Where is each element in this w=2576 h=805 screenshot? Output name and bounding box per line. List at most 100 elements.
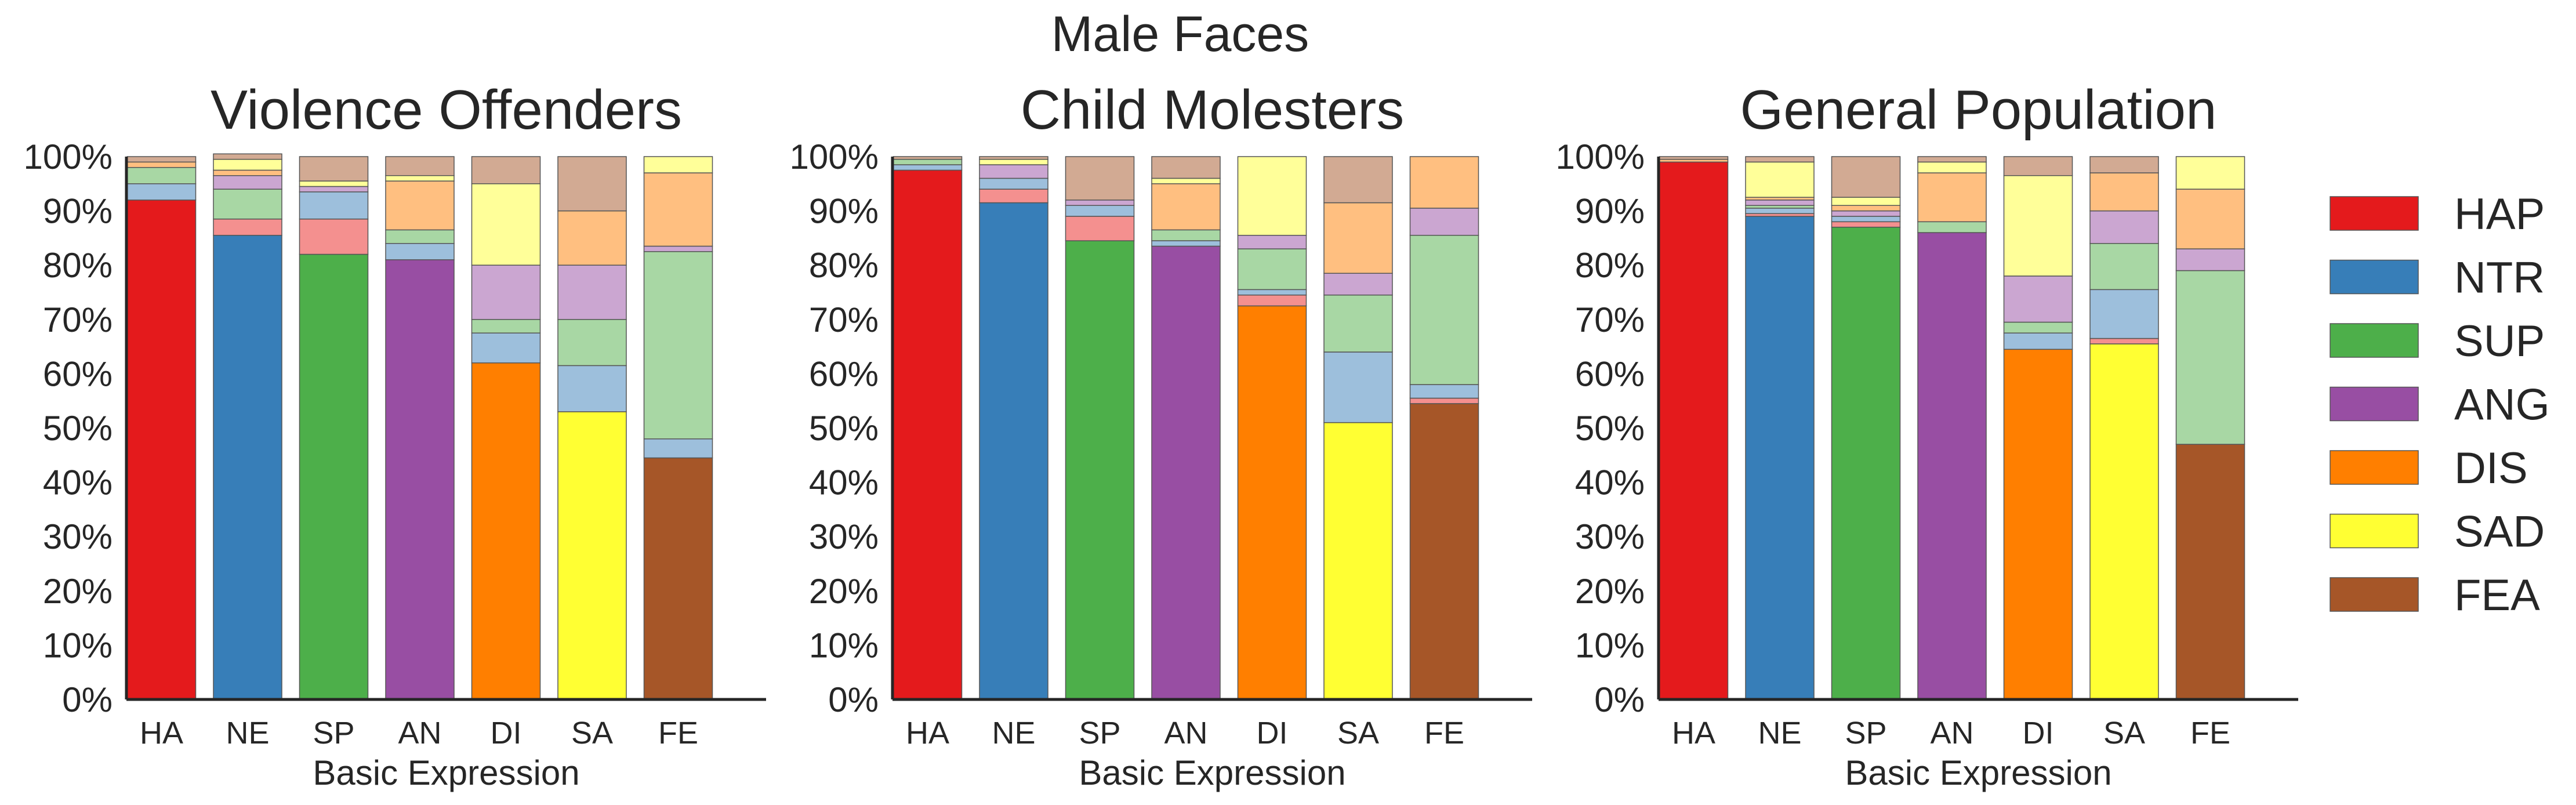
bar-ne-sad-light [213, 158, 282, 171]
bar-an-dis-light [1917, 172, 1987, 223]
bar-di-ntr-light [471, 332, 541, 364]
bar-fe-fea [2175, 444, 2245, 700]
y-tick-label: 70% [1575, 300, 1645, 339]
y-tick-label: 60% [43, 354, 113, 393]
bar-fe-sad-light [2175, 156, 2245, 190]
bar-di-sup-light [1237, 248, 1307, 291]
bar-ne-ntr-light [979, 177, 1048, 190]
bar-di-ang-light [471, 264, 541, 320]
bar-sa-ang-light [557, 264, 627, 320]
y-tick-label: 50% [43, 409, 113, 448]
x-tick-label: SP [313, 716, 354, 750]
bar-an-ang [1917, 232, 1987, 700]
y-tick-label: 80% [1575, 246, 1645, 285]
bar-sa-ntr-light [2089, 289, 2159, 339]
bar-di-sad-light [2003, 175, 2073, 277]
y-tick-label: 40% [43, 463, 113, 502]
bar-ne-sup-light [213, 188, 282, 220]
bar-sp-sad-light [1831, 197, 1901, 206]
x-tick-label: AN [1164, 716, 1207, 750]
y-tick-label: 70% [43, 300, 113, 339]
bar-an-dis-light [1151, 183, 1221, 231]
y-tick-label: 50% [809, 409, 879, 448]
legend-label: FEA [2454, 571, 2540, 620]
y-tick-label: 0% [1594, 680, 1645, 719]
bar-sa-sad [2089, 343, 2159, 700]
bar-ha-ntr-light [126, 183, 197, 201]
bar-ne-fea-light [213, 153, 282, 160]
legend-swatch [2330, 513, 2419, 549]
bar-fe-sup-light [2175, 270, 2245, 445]
legend-item-ntr: NTR [2330, 253, 2545, 303]
y-tick-label: 10% [43, 626, 113, 665]
legend-item-sad: SAD [2330, 507, 2545, 557]
bar-di-dis [2003, 349, 2073, 700]
y-tick-label: 100% [790, 137, 879, 176]
bar-sp-sad-light [299, 180, 369, 187]
x-tick-label: SA [571, 716, 613, 750]
bar-di-sup-light [2003, 321, 2073, 333]
bar-sp-ang-light [1065, 200, 1135, 206]
bar-sp-sup [299, 253, 369, 700]
bar-sa-sup-light [557, 319, 627, 367]
bar-sa-sad [1323, 422, 1393, 700]
panel-violence-offenders: Violence Offenders HA NE SP AN DI SA FE 0% 10% 20%… [24, 79, 766, 792]
bar-sa-fea-light [557, 156, 627, 212]
bar-ha-hap [1659, 161, 1729, 700]
y-tick-label: 30% [809, 517, 879, 556]
y-tick-label: 40% [1575, 463, 1645, 502]
bar-an-sup-light [1151, 229, 1221, 241]
bar-fe-dis-light [643, 172, 713, 247]
y-tick-label: 60% [809, 354, 879, 393]
bar-ha-dis-light [126, 161, 197, 168]
x-tick-label: SA [1337, 716, 1379, 750]
bar-sp-fea-light [1831, 156, 1901, 198]
legend-label: HAP [2454, 190, 2545, 239]
bar-fe-sup-light [643, 251, 713, 440]
panel-title: Violence Offenders [211, 79, 682, 141]
x-tick-label: NE [1758, 716, 1801, 750]
panel-child-molesters: Child Molesters HA NE SP AN DI SA FE 0% 10% 20% 30%… [790, 79, 1532, 792]
bar-ha-hap [126, 200, 197, 700]
legend-item-ang: ANG [2330, 380, 2550, 430]
bar-an-ang [1151, 245, 1221, 700]
y-tick-label: 30% [43, 517, 113, 556]
bar-an-sad-light [385, 175, 455, 182]
x-tick-label: AN [1930, 716, 1973, 750]
y-tick-label: 80% [809, 246, 879, 285]
bar-sa-ntr-light [557, 365, 627, 412]
y-tick-label: 20% [43, 572, 113, 611]
legend-swatch [2330, 196, 2419, 231]
legend: HAP NTR SUP ANG DIS SAD FEA [2330, 190, 2550, 620]
legend-label: SUP [2454, 317, 2545, 366]
bar-fe-sad-light [643, 156, 713, 173]
legend-swatch [2330, 259, 2419, 295]
bar-ha-fea-light [1659, 156, 1729, 160]
x-tick-label: DI [491, 716, 522, 750]
bar-di-sad-light [1237, 156, 1307, 236]
y-tick-label: 0% [828, 680, 879, 719]
x-tick-label: DI [1257, 716, 1288, 750]
bar-sp-ntr-light [299, 191, 369, 220]
bar-fe-ang-light [643, 245, 713, 252]
bar-ha-fea-light [892, 156, 963, 160]
bar-sp-ntr-light [1065, 205, 1135, 217]
panel-title: Child Molesters [1021, 79, 1405, 141]
bar-sa-dis-light [1323, 202, 1393, 274]
bar-fe-sup-light [1409, 234, 1479, 385]
bar-ha-fea-light [126, 156, 197, 163]
bar-an-ntr-light [1151, 240, 1221, 247]
y-tick-label: 100% [24, 137, 113, 176]
bar-ne-hap-light [979, 188, 1048, 204]
bar-di-sad-light [471, 183, 541, 266]
bar-sa-sup-light [1323, 294, 1393, 353]
bar-sp-ang-light [299, 186, 369, 193]
bar-sp-dis-light [1831, 205, 1901, 212]
bar-sa-sad [557, 411, 627, 700]
bar-sa-fea-light [1323, 156, 1393, 204]
bar-sa-ang-light [1323, 273, 1393, 296]
bar-di-ntr-light [2003, 332, 2073, 350]
bar-sp-hap-light [299, 218, 369, 255]
x-tick-label: DI [2023, 716, 2054, 750]
